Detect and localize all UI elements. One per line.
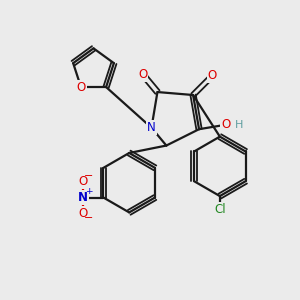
Text: O: O	[208, 69, 217, 82]
Text: N: N	[147, 121, 156, 134]
Text: +: +	[85, 187, 92, 196]
Text: Cl: Cl	[214, 203, 226, 216]
Text: H: H	[235, 120, 243, 130]
Text: −: −	[84, 171, 93, 181]
Text: O: O	[138, 68, 147, 81]
Text: O: O	[76, 81, 86, 94]
Text: O: O	[221, 118, 230, 131]
Text: O: O	[78, 175, 87, 188]
Text: −: −	[84, 213, 93, 224]
Text: N: N	[78, 191, 88, 204]
Text: O: O	[78, 207, 87, 220]
